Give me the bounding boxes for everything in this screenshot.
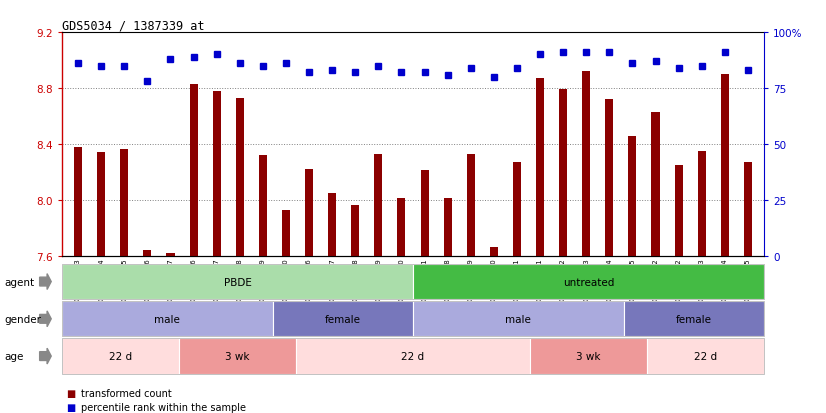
Bar: [605, 100, 614, 256]
Bar: [420, 171, 429, 256]
Bar: [259, 156, 267, 256]
Bar: [212, 92, 221, 256]
Bar: [374, 154, 382, 256]
Bar: [490, 248, 498, 256]
Bar: [582, 72, 591, 256]
Text: age: age: [4, 351, 23, 361]
Text: male: male: [506, 314, 531, 324]
Text: 22 d: 22 d: [401, 351, 425, 361]
Text: 22 d: 22 d: [694, 351, 717, 361]
Text: untreated: untreated: [563, 277, 615, 287]
Bar: [97, 153, 105, 256]
Text: 3 wk: 3 wk: [225, 351, 249, 361]
Text: percentile rank within the sample: percentile rank within the sample: [81, 402, 246, 412]
Text: PBDE: PBDE: [224, 277, 251, 287]
Bar: [536, 79, 544, 256]
Bar: [235, 99, 244, 256]
Bar: [467, 154, 475, 256]
Text: male: male: [154, 314, 180, 324]
Bar: [675, 166, 682, 256]
Bar: [444, 199, 452, 256]
Bar: [305, 170, 313, 256]
Bar: [282, 210, 290, 256]
Bar: [121, 150, 128, 256]
Text: agent: agent: [4, 277, 34, 287]
Text: gender: gender: [4, 314, 41, 324]
Bar: [652, 112, 659, 256]
Bar: [559, 90, 567, 256]
Bar: [513, 163, 521, 256]
Bar: [629, 136, 637, 256]
Text: ■: ■: [66, 388, 75, 398]
Text: ■: ■: [66, 402, 75, 412]
Text: female: female: [325, 314, 361, 324]
Text: female: female: [676, 314, 712, 324]
Bar: [167, 253, 174, 256]
Bar: [328, 193, 336, 256]
Bar: [144, 250, 151, 256]
Bar: [744, 163, 752, 256]
Bar: [351, 206, 359, 256]
Bar: [74, 147, 82, 256]
Text: transformed count: transformed count: [81, 388, 172, 398]
Text: 22 d: 22 d: [109, 351, 132, 361]
Text: GDS5034 / 1387339_at: GDS5034 / 1387339_at: [62, 19, 205, 31]
Bar: [189, 85, 197, 256]
Bar: [721, 75, 729, 256]
Bar: [698, 152, 705, 256]
Bar: [397, 199, 406, 256]
Text: 3 wk: 3 wk: [577, 351, 601, 361]
